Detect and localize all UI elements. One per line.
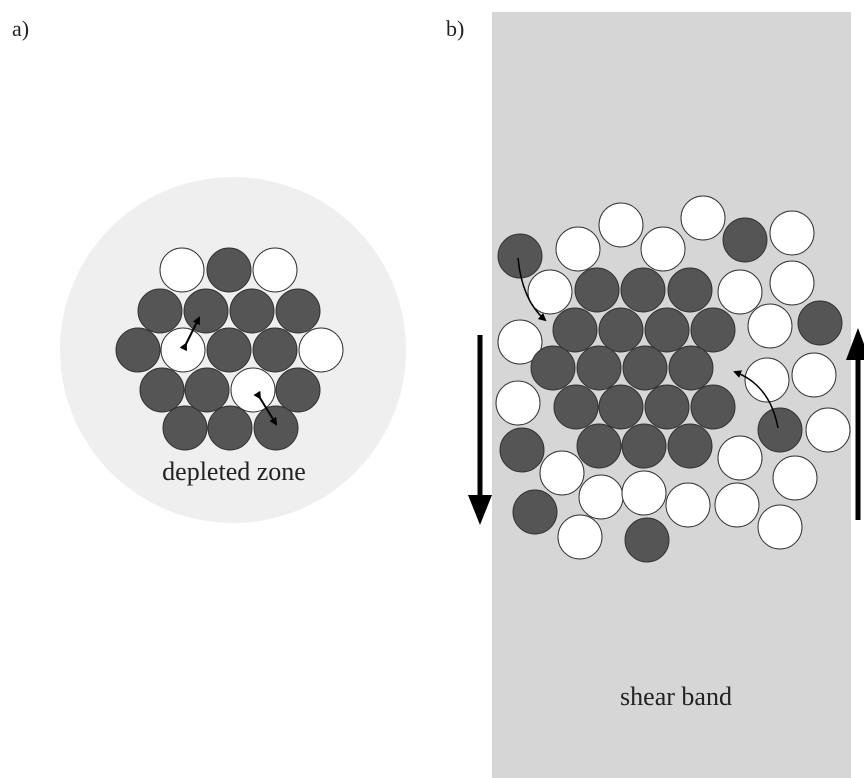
light-particle	[496, 381, 540, 425]
dark-particle	[276, 289, 320, 333]
dark-particle	[138, 289, 182, 333]
panel-a-label: a)	[12, 16, 29, 41]
dark-particle	[207, 248, 251, 292]
dark-particle	[798, 301, 842, 345]
dark-particle	[185, 368, 229, 412]
dark-particle	[554, 385, 598, 429]
dark-particle	[230, 289, 274, 333]
depleted-zone-label: depleted zone	[162, 457, 306, 486]
light-particle	[231, 368, 275, 412]
light-particle	[299, 328, 343, 372]
light-particle	[558, 515, 602, 559]
dark-particle	[621, 268, 665, 312]
light-particle	[666, 483, 710, 527]
light-particle	[540, 451, 584, 495]
dark-particle	[691, 385, 735, 429]
light-particle	[718, 270, 762, 314]
dark-particle	[668, 268, 712, 312]
dark-particle	[163, 406, 207, 450]
light-particle	[758, 505, 802, 549]
light-particle	[770, 261, 814, 305]
light-particle	[160, 248, 204, 292]
dark-particle	[577, 346, 621, 390]
panel-b-label: b)	[446, 16, 464, 41]
dark-particle	[758, 408, 802, 452]
light-particle	[253, 248, 297, 292]
light-particle	[718, 436, 762, 480]
light-particle	[161, 328, 205, 372]
light-particle	[622, 471, 666, 515]
light-particle	[773, 456, 817, 500]
light-particle	[641, 227, 685, 271]
dark-particle	[253, 328, 297, 372]
light-particle	[745, 358, 789, 402]
dark-particle	[208, 406, 252, 450]
dark-particle	[116, 328, 160, 372]
dark-particle	[575, 268, 619, 312]
dark-particle	[723, 218, 767, 262]
dark-particle	[669, 346, 713, 390]
dark-particle	[599, 385, 643, 429]
dark-particle	[553, 308, 597, 352]
dark-particle	[276, 368, 320, 412]
figure: a) b) depleted zone shear band	[0, 0, 864, 778]
light-particle	[579, 475, 623, 519]
light-particle	[748, 304, 792, 348]
dark-particle	[140, 368, 184, 412]
dark-particle	[622, 424, 666, 468]
light-particle	[556, 227, 600, 271]
light-particle	[599, 203, 643, 247]
dark-particle	[645, 385, 689, 429]
dark-particle	[254, 406, 298, 450]
light-particle	[770, 211, 814, 255]
light-particle	[792, 353, 836, 397]
dark-particle	[645, 308, 689, 352]
dark-particle	[577, 424, 621, 468]
shear-band-label: shear band	[620, 682, 732, 711]
dark-particle	[668, 424, 712, 468]
dark-particle	[207, 328, 251, 372]
dark-particle	[625, 518, 669, 562]
light-particle	[715, 483, 759, 527]
dark-particle	[531, 346, 575, 390]
light-particle	[806, 408, 850, 452]
dark-particle	[500, 428, 544, 472]
dark-particle	[599, 308, 643, 352]
dark-particle	[513, 490, 557, 534]
dark-particle	[623, 346, 667, 390]
dark-particle	[184, 289, 228, 333]
dark-particle	[691, 308, 735, 352]
light-particle	[681, 196, 725, 240]
